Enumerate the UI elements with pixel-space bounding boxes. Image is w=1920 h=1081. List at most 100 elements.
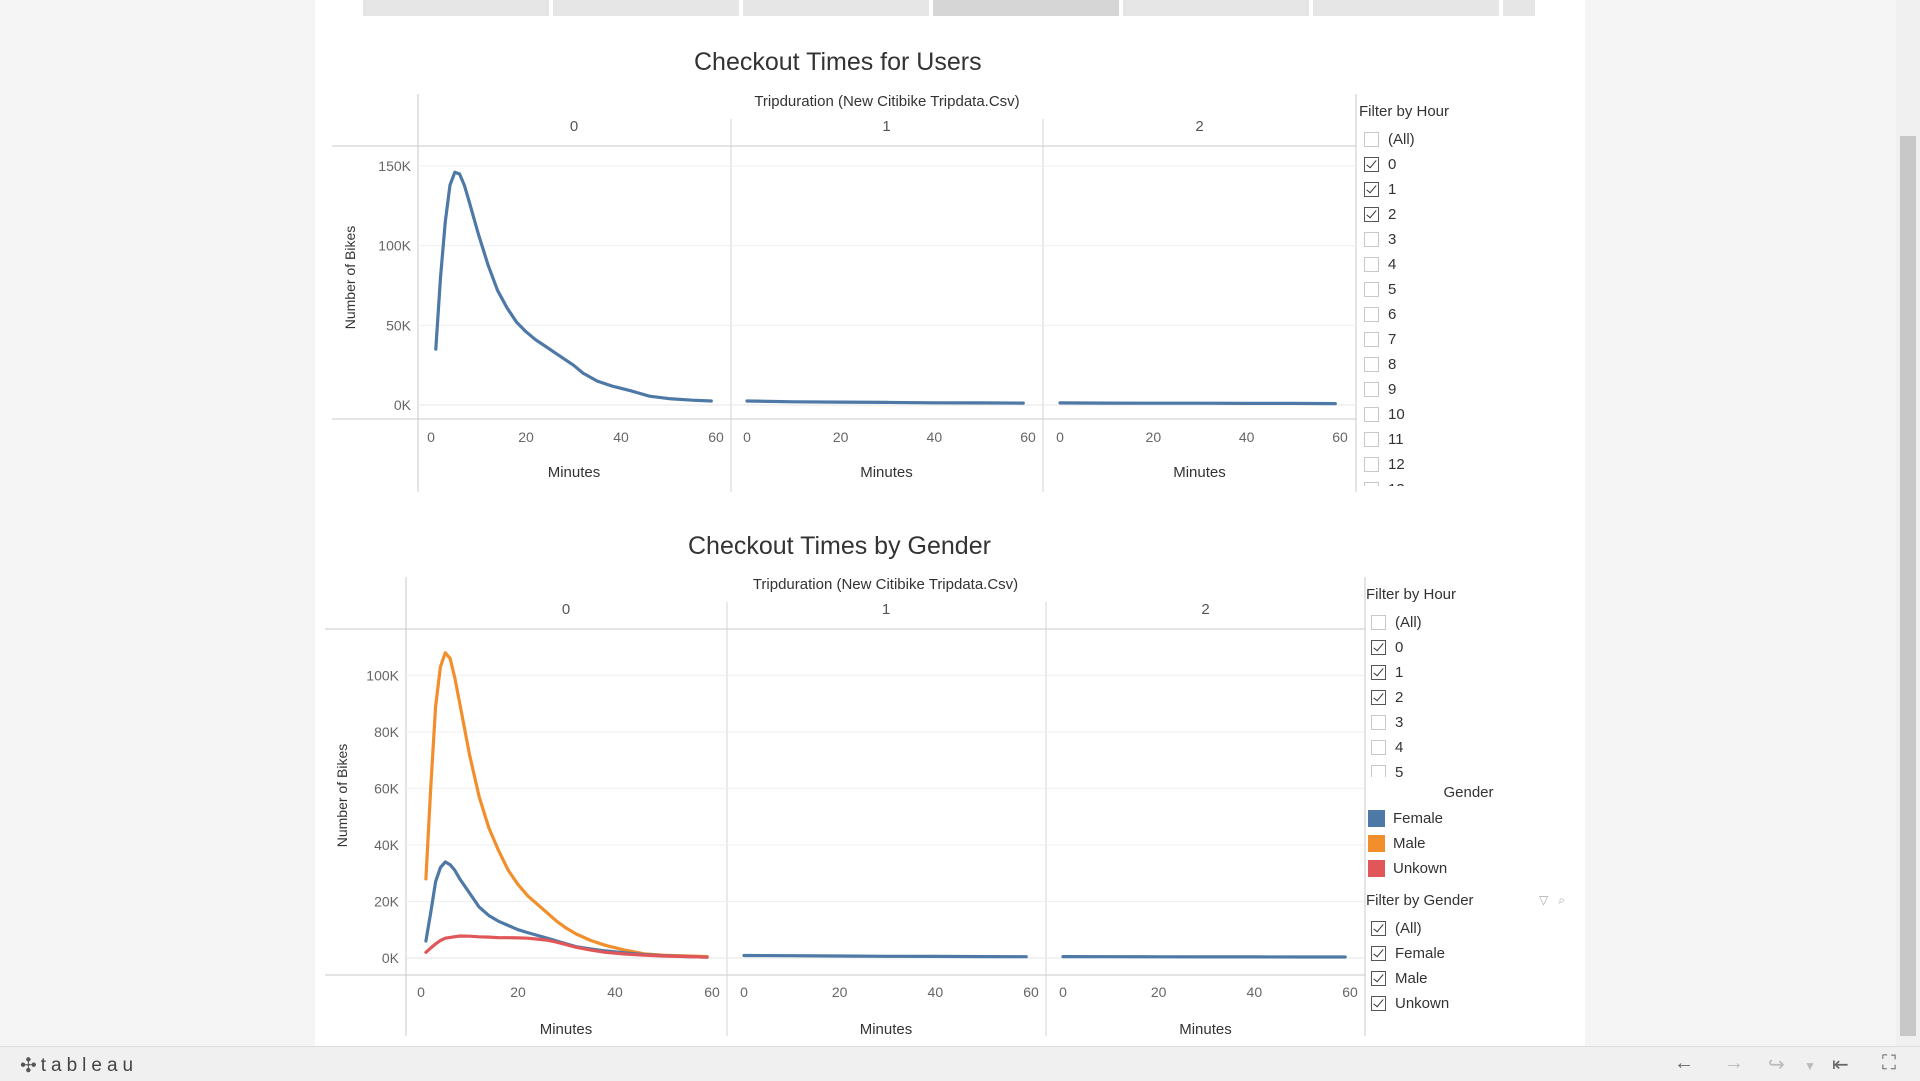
checkbox-icon[interactable] [1371, 996, 1386, 1011]
checkbox-icon[interactable] [1364, 432, 1379, 447]
scrollbar-thumb[interactable] [1900, 136, 1916, 1036]
legend-item[interactable]: Male [1366, 831, 1571, 856]
checkbox-icon[interactable] [1371, 615, 1386, 630]
checkbox-icon[interactable] [1371, 740, 1386, 755]
checkbox-icon[interactable] [1364, 157, 1379, 172]
filter-option[interactable]: Male [1366, 966, 1571, 991]
series-line [426, 862, 707, 957]
checkbox-icon[interactable] [1371, 971, 1386, 986]
x-tick-label: 0 [417, 984, 425, 1000]
checkbox-icon[interactable] [1371, 690, 1386, 705]
x-tick-label: 0 [427, 429, 435, 445]
checkbox-icon[interactable] [1364, 257, 1379, 272]
legend-item[interactable]: Female [1366, 806, 1571, 831]
filter-option[interactable]: 13 [1359, 477, 1529, 486]
filter-option[interactable]: (All) [1366, 610, 1536, 635]
checkbox-icon[interactable] [1364, 182, 1379, 197]
checkbox-icon[interactable] [1364, 457, 1379, 472]
checkbox-icon[interactable] [1371, 665, 1386, 680]
filter-option[interactable]: 1 [1366, 660, 1536, 685]
x-tick-label: 20 [510, 984, 526, 1000]
x-tick-label: 0 [743, 429, 751, 445]
y-tick-label: 150K [378, 158, 411, 174]
x-tick-label: 40 [1239, 429, 1255, 445]
checkbox-icon[interactable] [1364, 382, 1379, 397]
checkbox-icon[interactable] [1371, 640, 1386, 655]
x-tick-label: 60 [1342, 984, 1358, 1000]
search-icon[interactable]: ⌕ [1558, 893, 1565, 908]
filter-option[interactable]: 3 [1366, 710, 1536, 735]
reset-icon[interactable]: ⇤ [1832, 1052, 1849, 1077]
x-tick-label: 40 [607, 984, 623, 1000]
filter-option[interactable]: 12 [1359, 452, 1529, 477]
checkbox-icon[interactable] [1371, 921, 1386, 936]
x-tick-label: 40 [613, 429, 629, 445]
checkbox-icon[interactable] [1364, 307, 1379, 322]
filter-option[interactable]: 10 [1359, 402, 1529, 427]
filter-option-label: 4 [1395, 739, 1403, 756]
filter-option[interactable]: 0 [1366, 635, 1536, 660]
filter-option-label: 13 [1388, 481, 1405, 486]
fullscreen-icon[interactable]: ⛶ [1882, 1052, 1896, 1075]
revert-icon[interactable]: ↪ [1768, 1052, 1785, 1077]
filter-option-label: 3 [1395, 714, 1403, 731]
filter-option[interactable]: 5 [1366, 760, 1536, 777]
filter-option[interactable]: 11 [1359, 427, 1529, 452]
undo-icon[interactable]: ← [1674, 1052, 1694, 1075]
y-tick-label: 60K [374, 780, 400, 796]
filter-option[interactable]: 4 [1366, 735, 1536, 760]
checkbox-icon[interactable] [1364, 332, 1379, 347]
legend-item[interactable]: Unkown [1366, 856, 1571, 881]
y-tick-label: 20K [374, 893, 400, 909]
filter-funnel-icon[interactable]: ▽ [1539, 893, 1548, 908]
checkbox-icon[interactable] [1364, 132, 1379, 147]
redo-icon[interactable]: → [1724, 1052, 1744, 1075]
filter-option[interactable]: 1 [1359, 177, 1529, 202]
y-tick-label: 0K [394, 397, 412, 413]
tableau-logo[interactable]: ✣ tableau [20, 1053, 138, 1078]
checkbox-icon[interactable] [1364, 232, 1379, 247]
vertical-scrollbar[interactable] [1896, 0, 1920, 1046]
checkbox-icon[interactable] [1364, 482, 1379, 486]
filter-option-label: 0 [1388, 156, 1396, 173]
filter-option[interactable]: Female [1366, 941, 1571, 966]
filter-option[interactable]: 2 [1366, 685, 1536, 710]
series-line [747, 401, 1023, 403]
filter-option[interactable]: 9 [1359, 377, 1529, 402]
filter-option[interactable]: 0 [1359, 152, 1529, 177]
checkbox-icon[interactable] [1364, 282, 1379, 297]
charts-canvas: Tripduration (New Citibike Tripdata.Csv)… [0, 0, 1920, 1046]
filter-option[interactable]: 8 [1359, 352, 1529, 377]
y-tick-label: 40K [374, 837, 400, 853]
filter-option[interactable]: 7 [1359, 327, 1529, 352]
panel-header-label: 2 [1195, 118, 1203, 135]
filter-tools: ▽ ⌕ [1539, 893, 1565, 908]
filter-option-label: 9 [1388, 381, 1396, 398]
filter-options: (All)012345678910111213 [1359, 127, 1529, 486]
checkbox-icon[interactable] [1371, 715, 1386, 730]
filter-option[interactable]: Unkown [1366, 991, 1571, 1016]
panel-header-label: 1 [882, 118, 890, 135]
filter-option-label: (All) [1388, 131, 1415, 148]
filter-option[interactable]: 4 [1359, 252, 1529, 277]
checkbox-icon[interactable] [1371, 765, 1386, 777]
filter-option[interactable]: 3 [1359, 227, 1529, 252]
filter-option[interactable]: 5 [1359, 277, 1529, 302]
checkbox-icon[interactable] [1364, 357, 1379, 372]
filter-by-hour-title: Filter by Hour [1366, 586, 1536, 604]
filter-option[interactable]: (All) [1359, 127, 1529, 152]
filter-option[interactable]: (All) [1366, 916, 1571, 941]
filter-option[interactable]: 2 [1359, 202, 1529, 227]
filter-option-label: 2 [1388, 206, 1396, 223]
checkbox-icon[interactable] [1364, 407, 1379, 422]
checkbox-icon[interactable] [1364, 207, 1379, 222]
y-tick-label: 100K [378, 238, 411, 254]
tableau-toolbar: ✣ tableau ← → ↪ ▼ ⇤ ⛶ [0, 1046, 1920, 1081]
revert-dropdown-icon[interactable]: ▼ [1804, 1059, 1816, 1073]
checkbox-icon[interactable] [1371, 946, 1386, 961]
gender-legend-title: Gender [1366, 784, 1571, 806]
filter-option[interactable]: 6 [1359, 302, 1529, 327]
series-line [744, 956, 1026, 957]
x-tick-label: 40 [928, 984, 944, 1000]
